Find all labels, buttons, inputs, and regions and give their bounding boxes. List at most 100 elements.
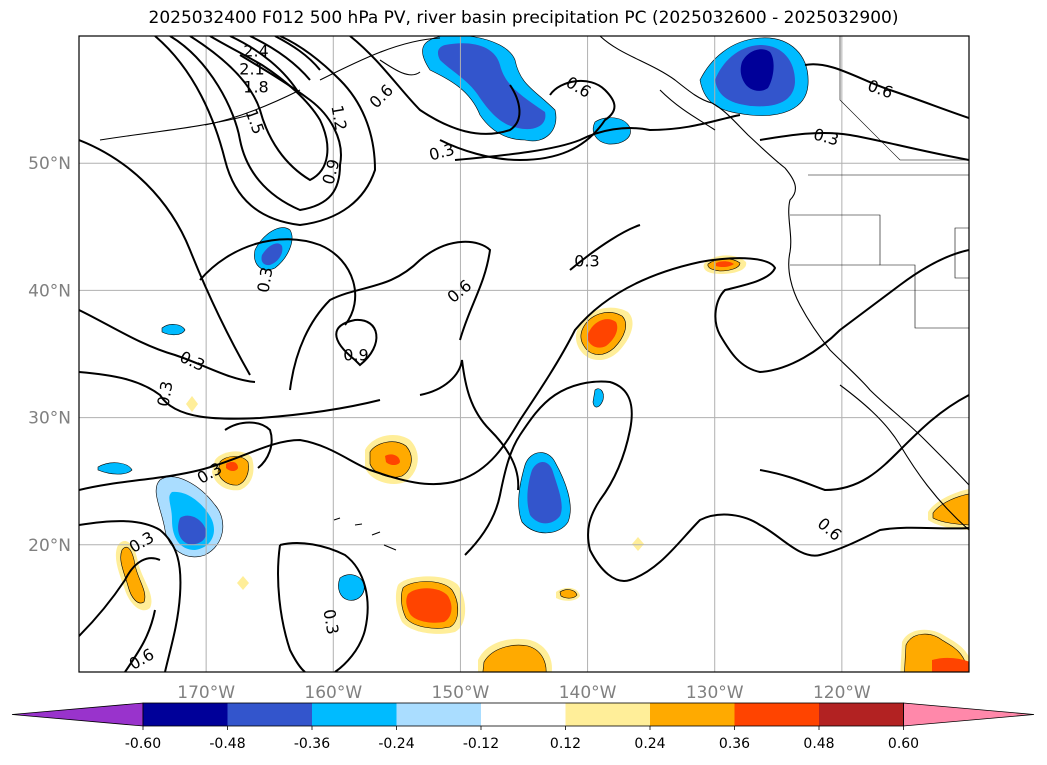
pv-contour-label: 0.6 <box>366 81 397 112</box>
pv-contour <box>804 63 969 119</box>
pv-contour-label: 0.3 <box>153 380 176 408</box>
lat-tick-label: 20°N <box>28 536 71 556</box>
colorbar-labels: -0.60 -0.48 -0.36 -0.24 -0.12 0.12 0.24 0.36 0.4… <box>125 726 919 752</box>
colorbar-segment <box>819 703 904 726</box>
precip-anomaly-negative-region <box>518 452 571 534</box>
pv-contour <box>759 394 969 492</box>
colorbar-segment <box>734 703 819 726</box>
pv-contour <box>229 36 301 96</box>
colorbar-segment <box>143 703 228 726</box>
pv-contour-label: 1.8 <box>243 78 268 97</box>
pv-contour <box>349 36 521 135</box>
colorbar-segment <box>396 703 481 726</box>
precip-anomaly-positive-region <box>478 638 552 672</box>
pv-contour-label: 0.6 <box>126 645 158 674</box>
lon-tick-label: 170°W <box>177 683 235 703</box>
lon-tick-label: 140°W <box>559 683 617 703</box>
precip-anomaly-positive-region <box>395 576 466 634</box>
pv-contour <box>79 557 161 637</box>
pv-contour-layer <box>79 36 969 672</box>
precip-anomaly-positive-region <box>115 541 152 611</box>
pv-contour-label: 0.9 <box>319 157 344 187</box>
pv-contour-label: 0.9 <box>343 346 368 365</box>
pv-contour <box>199 238 357 326</box>
pv-contour-label: 0.3 <box>812 125 842 150</box>
colorbar-segment <box>481 703 566 726</box>
pv-contour-label: 0.3 <box>427 140 457 165</box>
precip-anomaly-negative-region <box>422 36 557 142</box>
pv-contour-label: 2.1 <box>239 60 264 79</box>
pv-contour <box>249 36 311 81</box>
colorbar-tick-label: -0.36 <box>294 736 330 752</box>
pv-contour <box>454 114 741 161</box>
coastline-layer <box>99 36 969 551</box>
colorbar-segment <box>565 703 650 726</box>
lat-tick-label: 50°N <box>28 154 71 174</box>
colorbar-segment <box>650 703 735 726</box>
pv-contour <box>124 609 156 672</box>
pv-contour <box>289 240 492 391</box>
pv-contour <box>419 359 520 491</box>
lon-tick-label: 120°W <box>813 683 871 703</box>
precip-shading-layer <box>97 36 969 672</box>
pv-contour-label: 0.6 <box>444 276 476 307</box>
pv-contour <box>224 421 273 469</box>
lon-tick-label: 130°W <box>686 683 744 703</box>
colorbar-tick-label: 0.60 <box>888 736 919 752</box>
precip-anomaly-negative-region <box>699 37 809 116</box>
precip-anomaly-negative-region <box>161 324 186 336</box>
lon-tick-label: 150°W <box>432 683 490 703</box>
precip-anomaly-negative-region <box>97 462 133 475</box>
pv-contour-label: 0.6 <box>563 73 595 102</box>
pv-contour-label: 2.4 <box>243 42 268 61</box>
colorbar-tick-label: 0.12 <box>550 736 581 752</box>
pv-contour-label: 0.6 <box>814 514 846 545</box>
precip-anomaly-positive-region <box>556 587 580 601</box>
pv-contour <box>79 520 182 672</box>
precip-anomaly-negative-region <box>592 117 631 145</box>
pv-contour <box>79 371 381 420</box>
colorbar-under-arrow <box>11 702 144 727</box>
colorbar-frame <box>142 702 904 727</box>
colorbar-segment <box>312 703 397 726</box>
pv-contour-label: 0.3 <box>177 347 208 375</box>
pv-contour-label: 0.6 <box>865 76 895 103</box>
map-frame <box>78 35 970 673</box>
colorbar-segment <box>227 703 312 726</box>
pv-contour <box>277 544 306 672</box>
pv-contour <box>759 131 969 161</box>
pv-contour-label: 1.5 <box>242 106 269 136</box>
lon-tick-label: 160°W <box>304 683 362 703</box>
precip-anomaly-positive-region <box>575 307 633 361</box>
longitude-labels: 170°W 160°W 150°W 140°W 130°W 120°W <box>177 683 871 703</box>
pv-contour <box>569 224 641 271</box>
pv-contour <box>335 318 378 367</box>
pv-contour <box>79 139 251 376</box>
latitude-labels: 50°N 40°N 30°N 20°N <box>28 154 71 556</box>
pv-contour-label: 0.3 <box>253 266 276 294</box>
pv-contour-label: 0.3 <box>319 608 342 636</box>
colorbar-tick-label: -0.48 <box>209 736 245 752</box>
lat-tick-label: 40°N <box>28 281 71 301</box>
pv-contour-label: 0.3 <box>574 252 599 271</box>
precip-anomaly-positive-region <box>212 451 254 491</box>
pv-contour <box>169 36 342 212</box>
colorbar-tick-label: 0.48 <box>803 736 834 752</box>
pv-contour <box>274 36 321 71</box>
pv-contour <box>464 380 969 582</box>
precip-anomaly-positive-region <box>928 489 969 530</box>
precip-anomaly-negative-region <box>254 227 293 271</box>
colorbar-tick-label: 0.24 <box>634 736 665 752</box>
map-gridlines <box>79 36 969 672</box>
map-title: 2025032400 F012 500 hPa PV, river basin … <box>148 8 899 28</box>
colorbar-tick-label: 0.36 <box>719 736 750 752</box>
lat-tick-label: 30°N <box>28 409 71 429</box>
coastline-north-america <box>599 36 969 486</box>
colorbar-tick-label: -0.12 <box>463 736 499 752</box>
precip-anomaly-negative-region <box>338 574 365 601</box>
colorbar-tick-label: -0.60 <box>125 736 161 752</box>
pv-contour <box>79 309 256 383</box>
pv-contour <box>154 36 377 227</box>
precip-anomaly-positive-region <box>900 629 969 672</box>
colorbar <box>11 702 1035 727</box>
